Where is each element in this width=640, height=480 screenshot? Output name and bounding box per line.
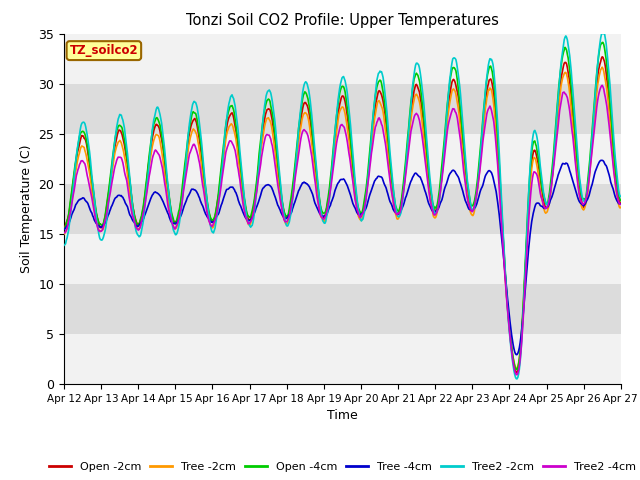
Bar [64, 184, 621, 234]
Bar [64, 234, 621, 284]
Legend: Open -2cm, Tree -2cm, Open -4cm, Tree -4cm, Tree2 -2cm, Tree2 -4cm: Open -2cm, Tree -2cm, Open -4cm, Tree -4… [44, 457, 640, 477]
Bar [64, 134, 621, 184]
Bar [64, 334, 621, 384]
X-axis label: Time: Time [327, 409, 358, 422]
Y-axis label: Soil Temperature (C): Soil Temperature (C) [20, 144, 33, 273]
Text: TZ_soilco2: TZ_soilco2 [70, 44, 138, 57]
Bar [64, 284, 621, 334]
Bar [64, 34, 621, 84]
Title: Tonzi Soil CO2 Profile: Upper Temperatures: Tonzi Soil CO2 Profile: Upper Temperatur… [186, 13, 499, 28]
Bar [64, 84, 621, 134]
